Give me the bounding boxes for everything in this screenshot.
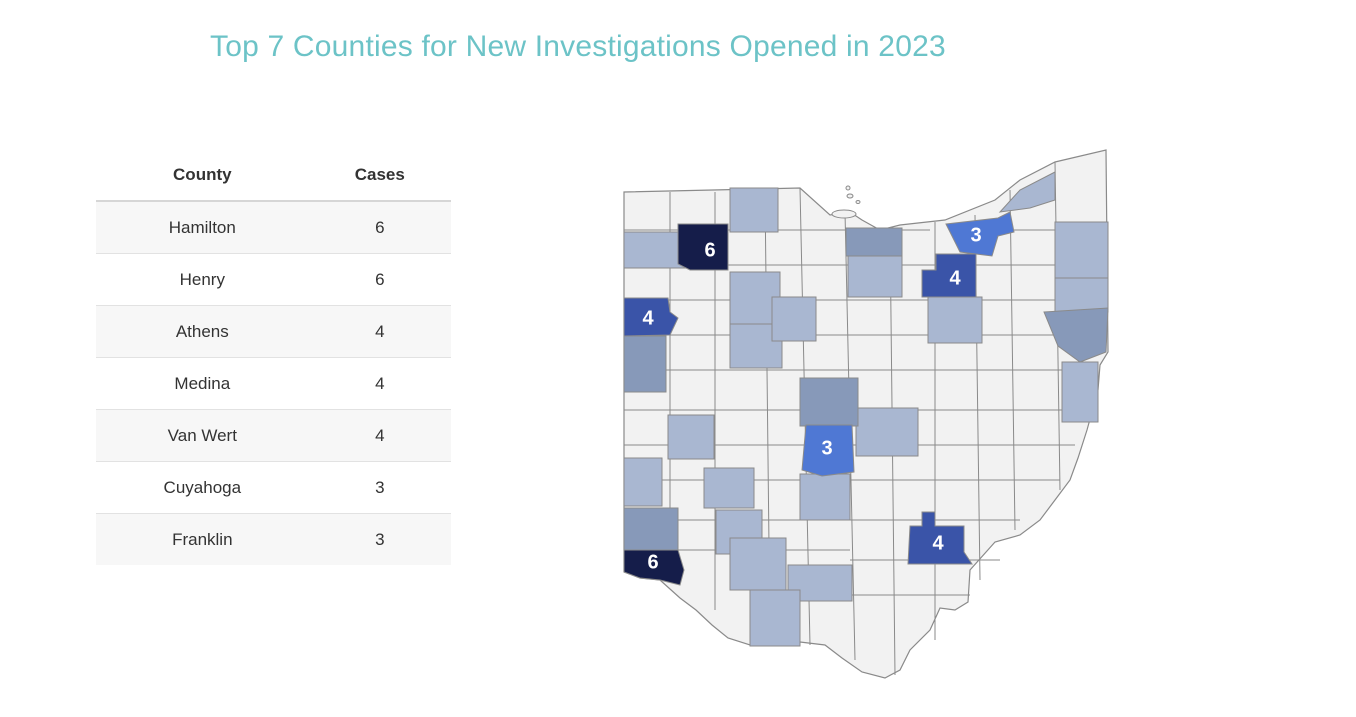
county-column-header: County: [96, 150, 309, 202]
county-cell: Van Wert: [96, 409, 309, 462]
county-shape: [623, 507, 679, 551]
county-shape: [1061, 361, 1099, 423]
county-shape: [845, 227, 903, 257]
franklin-count-label: 3: [821, 437, 832, 459]
table-row: Hamilton 6: [96, 201, 451, 254]
page-title: Top 7 Counties for New Investigations Op…: [210, 30, 946, 63]
county-shape: [799, 377, 859, 427]
county-shape: [623, 231, 687, 269]
county-shape: [667, 414, 715, 460]
cases-cell: 6: [308, 253, 451, 306]
mid-shaded-counties: [623, 227, 1109, 551]
county-cell: Hamilton: [96, 201, 309, 254]
cases-column-header: Cases: [308, 150, 451, 202]
cases-cell: 4: [308, 409, 451, 462]
county-shape: [1043, 307, 1109, 363]
hamilton-county: [623, 549, 685, 586]
table-row: Athens 4: [96, 305, 451, 358]
county-cases-table: County Cases Hamilton 6 Henry 6 Athens 4…: [96, 150, 451, 565]
cases-cell: 3: [308, 461, 451, 514]
table-header-row: County Cases: [96, 150, 451, 202]
county-cell: Franklin: [96, 513, 309, 565]
cuyahoga-count-label: 3: [970, 224, 981, 246]
county-shape: [927, 296, 983, 344]
table-row: Medina 4: [96, 357, 451, 410]
county-shape: [623, 335, 667, 393]
van-wert-county: [623, 297, 679, 337]
county-shape: [703, 467, 755, 509]
county-shape: [729, 537, 787, 591]
cases-cell: 3: [308, 513, 451, 565]
light-shaded-counties: [623, 171, 1109, 647]
table-row: Cuyahoga 3: [96, 461, 451, 514]
van-wert-count-label: 4: [642, 307, 654, 329]
county-shape: [1054, 277, 1109, 313]
athens-county: [907, 511, 973, 565]
ohio-county-map: 6 6 4 4 4 3 3: [623, 149, 1109, 679]
cases-cell: 4: [308, 305, 451, 358]
henry-count-label: 6: [704, 239, 715, 261]
county-shape: [771, 296, 817, 342]
henry-county: [677, 223, 729, 271]
county-shape: [623, 457, 663, 507]
county-shape: [998, 171, 1056, 213]
franklin-county: [801, 424, 855, 477]
county-cell: Henry: [96, 253, 309, 306]
medina-count-label: 4: [949, 267, 961, 289]
table-row: Van Wert 4: [96, 409, 451, 462]
cases-cell: 6: [308, 201, 451, 254]
table-row: Franklin 3: [96, 513, 451, 565]
hamilton-count-label: 6: [647, 551, 658, 573]
athens-count-label: 4: [932, 532, 944, 554]
county-cell: Athens: [96, 305, 309, 358]
county-cell: Cuyahoga: [96, 461, 309, 514]
cases-cell: 4: [308, 357, 451, 410]
county-shape: [749, 589, 801, 647]
table-row: Henry 6: [96, 253, 451, 306]
county-shape: [799, 473, 851, 521]
cuyahoga-county: [945, 211, 1015, 257]
county-cell: Medina: [96, 357, 309, 410]
county-shape: [1054, 221, 1109, 279]
county-shape: [729, 187, 779, 233]
lake-erie-islands: [831, 185, 861, 219]
county-shape: [847, 254, 903, 298]
county-shape: [855, 407, 919, 457]
